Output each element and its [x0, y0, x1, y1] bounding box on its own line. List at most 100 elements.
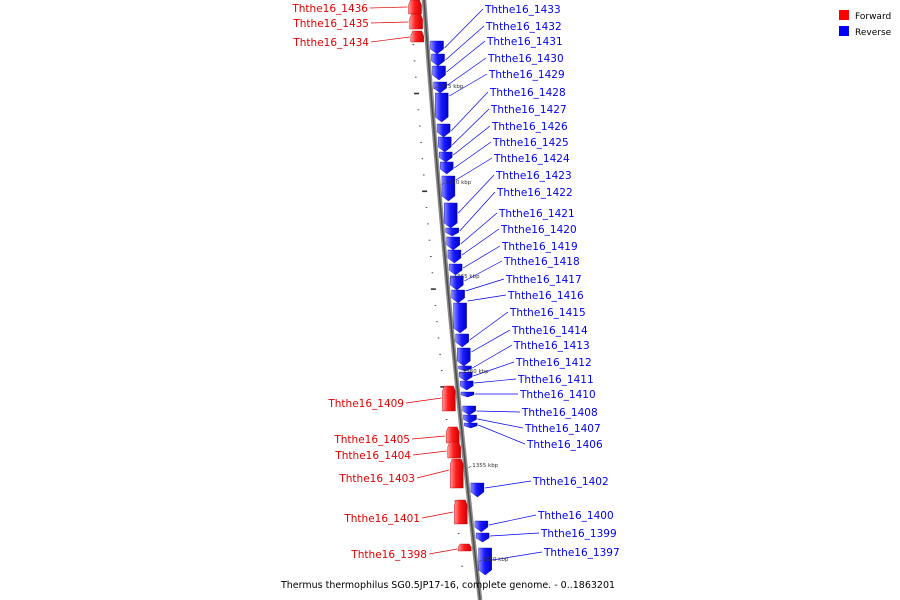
- gene-label-1433[interactable]: Ththe16_1433: [484, 4, 561, 16]
- backbone-core: [423, 0, 481, 600]
- gene-feature-1416[interactable]: [453, 302, 467, 334]
- gene-label-1416[interactable]: Ththe16_1416: [507, 290, 584, 302]
- gene-feature-1436[interactable]: [408, 0, 422, 15]
- gene-feature-1399[interactable]: [475, 532, 490, 543]
- gene-label-1430[interactable]: Ththe16_1430: [487, 53, 564, 65]
- gene-feature-1429[interactable]: [435, 92, 449, 123]
- gene-label-1402[interactable]: Ththe16_1402: [532, 476, 609, 488]
- gene-label-1404[interactable]: Ththe16_1404: [334, 450, 411, 462]
- gene-feature-1433[interactable]: [430, 40, 444, 55]
- leader-line-1434: [370, 36, 410, 43]
- gene-feature-1430[interactable]: [433, 81, 447, 94]
- gene-feature-1398[interactable]: [458, 543, 472, 552]
- gene-feature-1406[interactable]: [464, 422, 478, 429]
- gene-label-1407[interactable]: Ththe16_1407: [524, 423, 601, 435]
- gene-feature-1412[interactable]: [459, 371, 473, 382]
- gene-label-1397[interactable]: Ththe16_1397: [543, 547, 620, 559]
- gene-feature-1413[interactable]: [458, 365, 472, 372]
- gene-label-1421[interactable]: Ththe16_1421: [498, 208, 575, 220]
- leader-line-1424: [455, 157, 493, 181]
- genome-backbone: [421, 0, 483, 600]
- gene-feature-1432[interactable]: [431, 53, 445, 67]
- gene-feature-1405[interactable]: [446, 426, 460, 444]
- leader-line-1420: [461, 228, 500, 256]
- gene-label-1417[interactable]: Ththe16_1417: [505, 274, 582, 286]
- gene-feature-1425[interactable]: [440, 161, 454, 175]
- gene-label-1406[interactable]: Ththe16_1406: [526, 439, 603, 451]
- gene-label-1414[interactable]: Ththe16_1414: [511, 325, 588, 337]
- gene-label-1413[interactable]: Ththe16_1413: [513, 340, 590, 352]
- gene-label-1422[interactable]: Ththe16_1422: [496, 187, 573, 199]
- gene-feature-1404[interactable]: [447, 441, 461, 459]
- gene-feature-1407[interactable]: [463, 414, 477, 424]
- gene-label-1405[interactable]: Ththe16_1405: [333, 434, 410, 446]
- gene-feature-1403[interactable]: [450, 458, 464, 489]
- gene-label-1400[interactable]: Ththe16_1400: [537, 510, 614, 522]
- gene-label-1428[interactable]: Ththe16_1428: [489, 87, 566, 99]
- gene-feature-1421[interactable]: [446, 236, 460, 251]
- gene-feature-1419[interactable]: [448, 263, 463, 276]
- gene-label-1424[interactable]: Ththe16_1424: [493, 153, 570, 165]
- gene-feature-1431[interactable]: [432, 65, 446, 81]
- gene-feature-1414[interactable]: [457, 347, 471, 367]
- gene-feature-1423[interactable]: [444, 202, 458, 229]
- gene-label-1399[interactable]: Ththe16_1399: [540, 528, 617, 540]
- gene-feature-1397[interactable]: [478, 547, 492, 576]
- gene-label-1429[interactable]: Ththe16_1429: [488, 69, 565, 81]
- gene-label-1426[interactable]: Ththe16_1426: [491, 121, 568, 133]
- gene-feature-1434[interactable]: [410, 30, 424, 43]
- gene-label-1427[interactable]: Ththe16_1427: [490, 104, 567, 116]
- gene-feature-1411[interactable]: [460, 380, 474, 391]
- leader-line-1408: [476, 410, 521, 413]
- gene-feature-1410[interactable]: [460, 391, 475, 398]
- leader-line-1426: [453, 125, 491, 156]
- gene-label-1431[interactable]: Ththe16_1431: [486, 36, 563, 48]
- gene-feature-1418[interactable]: [450, 275, 464, 291]
- leader-line-1399: [490, 532, 540, 537]
- gene-feature-1409[interactable]: [442, 385, 456, 412]
- gene-feature-1427[interactable]: [438, 136, 452, 153]
- leader-line-1412: [473, 361, 515, 377]
- gene-feature-1435[interactable]: [409, 13, 423, 30]
- gene-label-1408[interactable]: Ththe16_1408: [521, 407, 598, 419]
- gene-label-1401[interactable]: Ththe16_1401: [343, 513, 420, 525]
- gene-label-1434[interactable]: Ththe16_1434: [292, 37, 369, 49]
- gene-feature-1422[interactable]: [445, 227, 459, 237]
- leader-line-1419: [462, 245, 501, 269]
- scale-tick-label: 1350 kbp: [482, 557, 508, 563]
- gene-feature-1424[interactable]: [441, 175, 456, 202]
- scale-tick-mark: [441, 182, 445, 186]
- gene-label-1436[interactable]: Ththe16_1436: [291, 3, 368, 15]
- gene-label-1412[interactable]: Ththe16_1412: [515, 357, 592, 369]
- gene-feature-1426[interactable]: [439, 151, 453, 163]
- gene-label-1403[interactable]: Ththe16_1403: [338, 473, 415, 485]
- gene-feature-1402[interactable]: [470, 482, 485, 498]
- gene-label-1435[interactable]: Ththe16_1435: [292, 18, 369, 30]
- scale-tick-label: 1360 kbp: [463, 369, 489, 375]
- gene-feature-1428[interactable]: [436, 123, 451, 138]
- leader-line-1417: [465, 278, 505, 292]
- gene-label-1419[interactable]: Ththe16_1419: [501, 241, 578, 253]
- leader-line-1404: [412, 450, 447, 456]
- gene-label-1420[interactable]: Ththe16_1420: [500, 224, 577, 236]
- gene-label-1432[interactable]: Ththe16_1432: [485, 21, 562, 33]
- gene-feature-1408[interactable]: [462, 405, 476, 416]
- gene-label-1409[interactable]: Ththe16_1409: [327, 398, 404, 410]
- gene-label-1411[interactable]: Ththe16_1411: [517, 374, 594, 386]
- gene-label-1418[interactable]: Ththe16_1418: [503, 256, 580, 268]
- gene-feature-1415[interactable]: [455, 333, 469, 348]
- gene-feature-1401[interactable]: [454, 499, 468, 525]
- gene-label-1425[interactable]: Ththe16_1425: [492, 137, 569, 149]
- leader-line-1401: [421, 511, 454, 519]
- gene-label-1410[interactable]: Ththe16_1410: [519, 389, 596, 401]
- gene-feature-1420[interactable]: [447, 249, 462, 264]
- leader-line-1423: [457, 174, 495, 214]
- legend: Forward Reverse: [839, 10, 892, 38]
- scale-tick-label: 1365 kbp: [454, 274, 480, 280]
- gene-label-1415[interactable]: Ththe16_1415: [509, 307, 586, 319]
- gene-feature-1400[interactable]: [474, 520, 489, 533]
- gene-label-1398[interactable]: Ththe16_1398: [350, 549, 427, 561]
- gene-label-1423[interactable]: Ththe16_1423: [495, 170, 572, 182]
- gene-feature-1417[interactable]: [451, 289, 465, 304]
- label-leader-lines: [369, 6, 543, 561]
